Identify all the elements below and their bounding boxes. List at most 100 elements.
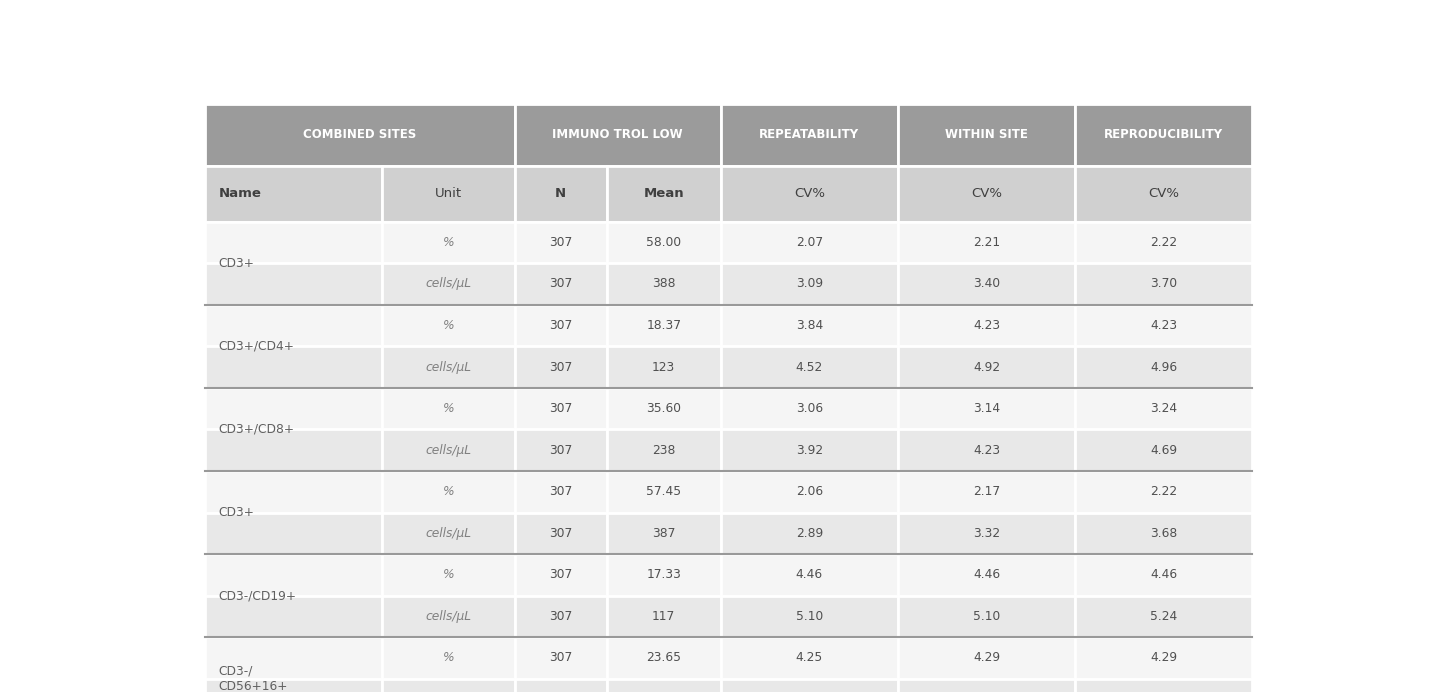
Text: REPRODUCIBILITY: REPRODUCIBILITY bbox=[1103, 129, 1223, 141]
Text: 4.23: 4.23 bbox=[973, 444, 1001, 457]
Bar bbox=[515, 221, 607, 263]
Bar bbox=[898, 263, 1074, 304]
Bar bbox=[515, 429, 607, 471]
Bar bbox=[607, 471, 722, 513]
Text: 2.21: 2.21 bbox=[973, 236, 1001, 249]
Bar bbox=[898, 221, 1074, 263]
Text: 4.23: 4.23 bbox=[973, 319, 1001, 332]
Bar bbox=[382, 346, 515, 388]
Bar bbox=[205, 471, 382, 513]
Bar bbox=[607, 221, 722, 263]
Text: 2.22: 2.22 bbox=[1150, 236, 1177, 249]
Bar bbox=[382, 637, 515, 679]
Text: 307: 307 bbox=[549, 527, 573, 540]
Text: 58.00: 58.00 bbox=[646, 236, 681, 249]
Text: Name: Name bbox=[218, 187, 262, 200]
Bar bbox=[382, 388, 515, 429]
Bar bbox=[1074, 104, 1252, 165]
Text: %: % bbox=[442, 485, 454, 498]
Bar bbox=[1074, 346, 1252, 388]
Bar bbox=[515, 304, 607, 346]
Text: 2.22: 2.22 bbox=[1150, 485, 1177, 498]
Bar bbox=[205, 263, 382, 304]
Bar bbox=[607, 346, 722, 388]
Text: CV%: CV% bbox=[972, 187, 1002, 200]
Bar bbox=[1074, 429, 1252, 471]
Text: CD3+: CD3+ bbox=[218, 506, 254, 519]
Bar bbox=[382, 304, 515, 346]
Bar bbox=[515, 637, 607, 679]
Bar bbox=[607, 429, 722, 471]
Text: COMBINED SITES: COMBINED SITES bbox=[304, 129, 416, 141]
Bar bbox=[607, 596, 722, 637]
Bar bbox=[382, 221, 515, 263]
Text: 307: 307 bbox=[549, 610, 573, 623]
Bar bbox=[607, 263, 722, 304]
Text: 4.23: 4.23 bbox=[1150, 319, 1177, 332]
Text: Mean: Mean bbox=[643, 187, 684, 200]
Text: 307: 307 bbox=[549, 361, 573, 374]
Text: CV%: CV% bbox=[1148, 187, 1178, 200]
Text: 307: 307 bbox=[549, 651, 573, 664]
Text: 2.06: 2.06 bbox=[795, 485, 823, 498]
Text: 3.40: 3.40 bbox=[973, 277, 1001, 291]
Text: CV%: CV% bbox=[794, 187, 824, 200]
Text: WITHIN SITE: WITHIN SITE bbox=[946, 129, 1028, 141]
Bar bbox=[382, 554, 515, 596]
Bar bbox=[1074, 221, 1252, 263]
Bar bbox=[1074, 388, 1252, 429]
Bar bbox=[205, 513, 382, 554]
Bar bbox=[515, 596, 607, 637]
Text: %: % bbox=[442, 651, 454, 664]
Bar bbox=[898, 346, 1074, 388]
Bar bbox=[722, 429, 898, 471]
Text: N: N bbox=[555, 187, 567, 200]
Bar bbox=[1074, 513, 1252, 554]
Bar bbox=[722, 679, 898, 692]
Bar bbox=[607, 637, 722, 679]
Bar bbox=[205, 388, 382, 429]
Bar bbox=[607, 388, 722, 429]
Bar bbox=[722, 165, 898, 221]
Bar bbox=[515, 679, 607, 692]
Text: CD3+/CD8+: CD3+/CD8+ bbox=[218, 423, 295, 436]
Bar bbox=[722, 554, 898, 596]
Text: 3.09: 3.09 bbox=[795, 277, 823, 291]
Bar bbox=[1074, 596, 1252, 637]
Bar bbox=[898, 304, 1074, 346]
Bar bbox=[1074, 637, 1252, 679]
Bar bbox=[515, 471, 607, 513]
Text: 3.14: 3.14 bbox=[973, 402, 1001, 415]
Bar bbox=[607, 554, 722, 596]
Text: REPEATABILITY: REPEATABILITY bbox=[759, 129, 859, 141]
Bar bbox=[722, 513, 898, 554]
Text: 3.92: 3.92 bbox=[795, 444, 823, 457]
Text: 4.52: 4.52 bbox=[795, 361, 823, 374]
Bar bbox=[898, 679, 1074, 692]
Bar bbox=[722, 304, 898, 346]
Bar bbox=[898, 471, 1074, 513]
Text: cells/μL: cells/μL bbox=[425, 527, 471, 540]
Text: 5.10: 5.10 bbox=[795, 610, 823, 623]
Bar bbox=[898, 165, 1074, 221]
Bar bbox=[607, 165, 722, 221]
Bar bbox=[205, 429, 382, 471]
Bar bbox=[382, 471, 515, 513]
Bar bbox=[722, 471, 898, 513]
Text: 2.07: 2.07 bbox=[795, 236, 823, 249]
Bar bbox=[205, 637, 382, 679]
Bar bbox=[722, 596, 898, 637]
Text: 4.46: 4.46 bbox=[973, 568, 1001, 581]
Text: cells/μL: cells/μL bbox=[425, 361, 471, 374]
Bar bbox=[722, 221, 898, 263]
Text: 17.33: 17.33 bbox=[646, 568, 681, 581]
Bar bbox=[382, 596, 515, 637]
Bar bbox=[898, 513, 1074, 554]
Text: cells/μL: cells/μL bbox=[425, 444, 471, 457]
Text: 4.29: 4.29 bbox=[1150, 651, 1177, 664]
Text: CD3+/CD4+: CD3+/CD4+ bbox=[218, 340, 295, 353]
Text: 3.70: 3.70 bbox=[1150, 277, 1177, 291]
Bar bbox=[898, 596, 1074, 637]
Text: 307: 307 bbox=[549, 236, 573, 249]
Text: 117: 117 bbox=[652, 610, 675, 623]
